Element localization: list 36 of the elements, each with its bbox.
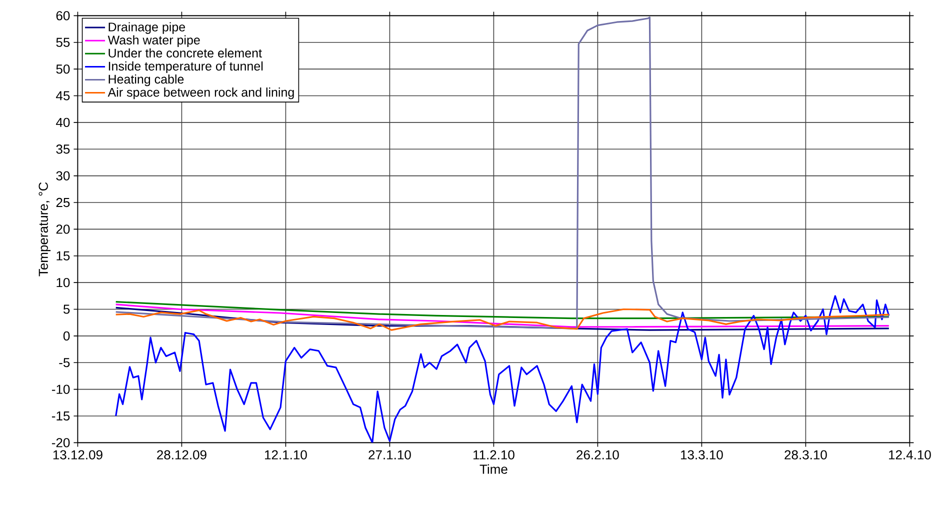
y-tick-label: 5 [63, 304, 70, 314]
y-tick-label: 25 [56, 198, 70, 208]
x-tick-label: 28.12.09 [157, 450, 206, 460]
x-tick-label: 28.3.10 [784, 450, 827, 460]
y-tick-label: 60 [56, 11, 70, 20]
legend-label: Air space between rock and lining [108, 88, 294, 100]
y-tick-label: 0 [63, 331, 70, 341]
legend-label: Under the concrete element [108, 48, 262, 58]
y-axis-title: Temperature, °C [38, 182, 51, 276]
legend-label: Drainage pipe [108, 22, 186, 34]
y-tick-label: -5 [59, 358, 70, 368]
y-tick-label: 50 [56, 64, 70, 74]
y-tick-label: 35 [56, 144, 70, 154]
y-tick-label: 40 [56, 118, 70, 128]
x-tick-label: 26.2.10 [576, 450, 619, 460]
y-tick-label: 55 [56, 38, 70, 47]
legend-label: Wash water pipe [108, 35, 200, 47]
line-series [115, 300, 890, 320]
x-tick-label: 13.3.10 [681, 450, 723, 460]
x-axis-title: Time [480, 464, 508, 474]
x-tick-label: 27.1.10 [368, 450, 411, 460]
y-tick-label: 20 [56, 224, 70, 234]
y-tick-label: -10 [52, 384, 70, 394]
x-tick-label: 11.2.10 [473, 450, 514, 460]
legend-label: Heating cable [108, 74, 184, 86]
x-tick-label: 12.1.10 [265, 450, 307, 460]
x-tick-label: 13.12.09 [53, 450, 102, 460]
y-tick-label: 45 [56, 91, 70, 100]
y-tick-label: -15 [52, 411, 70, 421]
y-tick-label: 10 [56, 278, 70, 288]
y-tick-label: 15 [56, 251, 70, 260]
line-series [115, 295, 890, 443]
y-tick-label: -20 [52, 438, 70, 448]
x-tick-label: 12.4.10 [889, 450, 931, 460]
legend-label: Inside temperature of tunnel [108, 61, 263, 74]
y-tick-label: 30 [56, 171, 70, 180]
